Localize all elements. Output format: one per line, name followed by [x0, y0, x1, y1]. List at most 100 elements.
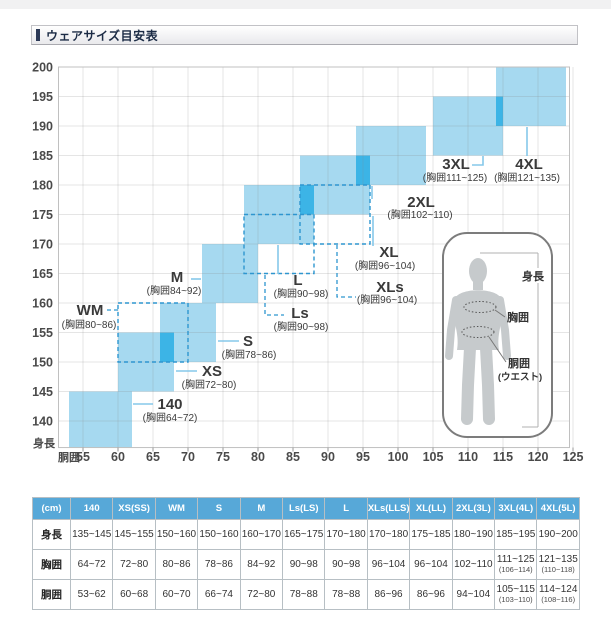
size-label-Ls: Ls	[291, 305, 309, 322]
y-tick-label: 180	[32, 179, 53, 193]
y-tick-label: 160	[32, 297, 53, 311]
size-label-XLs: XLs	[376, 279, 404, 296]
chest-label-leader	[494, 309, 506, 318]
size-label-4XL: 4XL	[515, 156, 543, 173]
y-tick-label: 200	[32, 61, 53, 75]
table-cell: 80~86	[154, 549, 199, 580]
size-chest-label-L: (胸囲90~98)	[274, 287, 329, 300]
table-header-row: (cm) 140 XS(SS) WM S M Ls(LS) L XLs(LLS) XL(LL) 2X…	[32, 497, 580, 520]
table-cell: 160~170	[239, 519, 284, 550]
y-tick-label: 190	[32, 120, 53, 134]
size-label-M: M	[171, 269, 184, 286]
human-silhouette	[445, 258, 511, 425]
table-header-4XL(5L): 4XL(5L)	[536, 497, 580, 520]
page-top-strip	[0, 0, 611, 9]
x-tick-label: 80	[251, 450, 265, 464]
y-tick-label: 150	[32, 356, 53, 370]
y-tick-label: 140	[32, 415, 53, 429]
size-label-XS: XS	[202, 363, 222, 380]
y-tick-label: 155	[32, 326, 53, 340]
size-chest-label-M: (胸囲84~92)	[147, 284, 202, 297]
table-cell: 60~70	[154, 579, 199, 610]
table-cell: 72~80	[112, 549, 156, 580]
y-tick-label: 145	[32, 385, 53, 399]
table-cell: 78~88	[324, 579, 368, 610]
x-tick-label: 75	[216, 450, 230, 464]
size-label-WM: WM	[77, 302, 104, 319]
size-label-leader-XLs	[336, 245, 356, 298]
size-region-140	[69, 391, 132, 448]
y-axis-label: 身長	[33, 436, 56, 450]
page-title: ウェアサイズ目安表	[46, 28, 159, 43]
size-label-3XL: 3XL	[442, 156, 470, 173]
table-cell: 96~104	[409, 549, 453, 580]
table-cell: 94~104	[451, 579, 496, 610]
silhouette-leg-left	[461, 342, 476, 425]
size-chest-label-4XL: (胸囲121~135)	[494, 171, 560, 184]
table-cell: 121~135 (110~118)	[536, 549, 580, 580]
chest-girth-ellipse	[463, 301, 497, 313]
table-header-3XL(4L): 3XL(4L)	[494, 497, 538, 520]
table-cell: 135~145	[69, 519, 114, 550]
table-cell: 175~185	[409, 519, 453, 550]
table-cell-subvalue: (106~114)	[498, 565, 533, 575]
table-row-label: 身長	[32, 519, 71, 550]
size-region-dashed-WM	[117, 302, 189, 363]
table-header-M: M	[239, 497, 284, 520]
x-tick-label: 105	[423, 450, 444, 464]
table-header-L: L	[324, 497, 368, 520]
table-cell: 60~68	[112, 579, 156, 610]
silhouette-head	[469, 258, 487, 284]
size-chart: 55 60 65 70 75 80 85 90 95 100 105 110 115 120 125 140 1…	[32, 61, 583, 465]
table-cell: 180~190	[451, 519, 496, 550]
size-chest-label-3XL: (胸囲111~125)	[423, 171, 487, 184]
size-table: (cm) 140 XS(SS) WM S M Ls(LS) L XLs(LLS) XL(LL) 2X…	[32, 497, 580, 610]
table-header-S: S	[197, 497, 241, 520]
x-axis-label: 胴囲	[58, 451, 80, 464]
size-label-140: 140	[157, 396, 182, 413]
table-cell: 145~155	[112, 519, 156, 550]
silhouette-leg-right	[480, 342, 495, 425]
table-header-XS(SS): XS(SS)	[112, 497, 156, 520]
silhouette-arm-right	[496, 296, 511, 360]
x-tick-label: 120	[528, 450, 549, 464]
figure-height-label: 身長	[522, 269, 545, 283]
table-row-胸囲: 胸囲 64~72 72~80 80~86 78~86 84~92 90~98 90~98 96~…	[32, 549, 580, 580]
size-region-overlap-L-XL	[300, 185, 314, 215]
table-cell: 84~92	[239, 549, 284, 580]
table-cell-subvalue: (103~110)	[498, 595, 533, 605]
size-chest-label-XS: (胸囲72~80)	[182, 378, 237, 391]
table-cell: 78~86	[197, 549, 241, 580]
table-cell: 150~160	[154, 519, 199, 550]
table-cell: 190~200	[536, 519, 580, 550]
table-cell: 165~175	[282, 519, 326, 550]
table-header-XLs(LLS): XLs(LLS)	[366, 497, 411, 520]
size-label-S: S	[243, 333, 253, 350]
x-tick-label: 85	[286, 450, 300, 464]
y-tick-label: 195	[32, 90, 53, 104]
table-cell: 86~96	[409, 579, 453, 610]
figure-waist-label: 胴囲	[508, 357, 530, 370]
x-tick-label: 115	[493, 450, 513, 464]
header-accent-bar	[36, 29, 40, 41]
table-cell: 78~88	[282, 579, 326, 610]
table-row-胴囲: 胴囲 53~62 60~68 60~70 66~74 72~80 78~88 78~88 86~…	[32, 579, 580, 610]
size-region-overlap-XL-2XL	[356, 155, 370, 185]
size-chest-label-S: (胸囲78~86)	[222, 348, 277, 361]
table-header-Ls(LS): Ls(LS)	[282, 497, 326, 520]
table-header-XL(LL): XL(LL)	[409, 497, 453, 520]
table-cell: 102~110	[451, 549, 496, 580]
size-chest-label-XLs: (胸囲96~104)	[357, 293, 417, 306]
table-header-unit: (cm)	[32, 497, 71, 520]
table-cell: 185~195	[494, 519, 538, 550]
table-row-身長: 身長 135~145 145~155 150~160 150~160 160~170 165…	[32, 519, 580, 550]
size-label-leader-Ls	[264, 275, 284, 316]
table-cell: 66~74	[197, 579, 241, 610]
size-region-4XL	[496, 67, 566, 126]
table-row-label: 胴囲	[32, 579, 71, 610]
waist-girth-ellipse	[461, 326, 495, 338]
figure-chest-label: 胸囲	[507, 310, 529, 324]
x-tick-label: 65	[146, 450, 160, 464]
y-tick-label: 185	[32, 149, 53, 163]
